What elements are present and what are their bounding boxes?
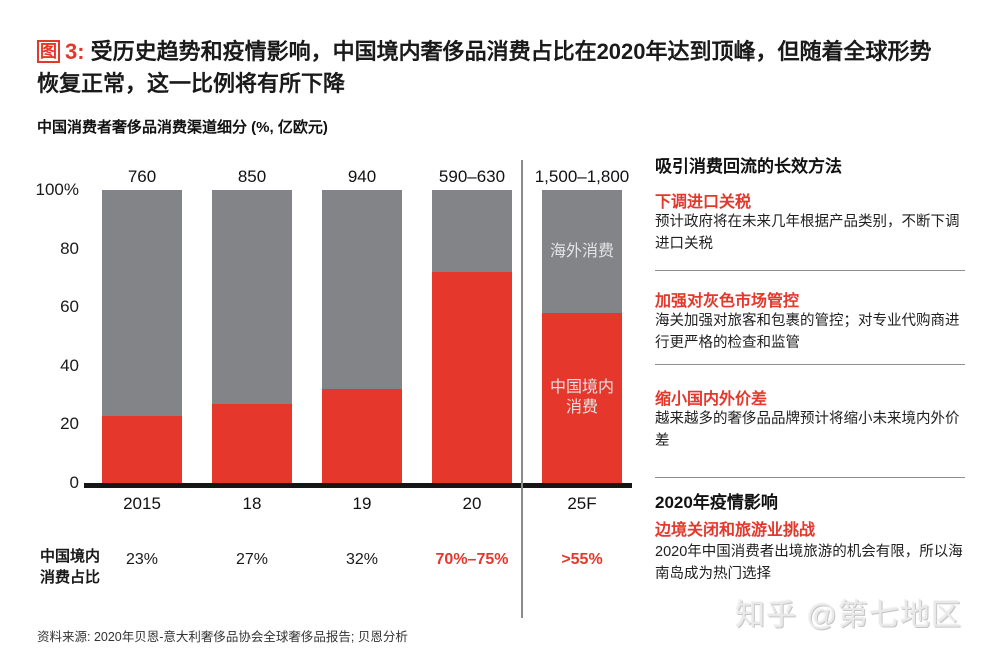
bar-segment-domestic bbox=[432, 272, 512, 483]
x-axis-label: 18 bbox=[242, 494, 262, 513]
bar-segment-overseas: 海外消费 bbox=[542, 190, 622, 314]
panel-divider-1 bbox=[655, 270, 965, 271]
bar-segment-domestic bbox=[322, 389, 402, 483]
bar-total-label: 590–630 bbox=[438, 167, 506, 186]
y-axis-tick: 60 bbox=[60, 297, 79, 317]
figure-title-text: 受历史趋势和疫情影响，中国境内奢侈品消费占比在2020年达到顶峰，但随着全球形势… bbox=[37, 39, 932, 96]
panel-divider-3 bbox=[655, 477, 965, 478]
figure-title: 图 3: 受历史趋势和疫情影响，中国境内奢侈品消费占比在2020年达到顶峰，但随着全… bbox=[37, 36, 953, 100]
bar-segment-overseas bbox=[212, 190, 292, 404]
x-axis-label: 20 bbox=[462, 494, 482, 513]
figure-number: 3: bbox=[65, 39, 85, 64]
y-axis-tick: 100% bbox=[35, 180, 79, 199]
x-axis-label: 25F bbox=[567, 494, 597, 513]
stacked-bar-2015: 760 2015 23% bbox=[102, 167, 182, 568]
watermark: 知乎 @第七地区 bbox=[735, 599, 962, 632]
panel-divider-2 bbox=[655, 364, 965, 365]
domestic-share-value: 70%–75% bbox=[435, 551, 509, 568]
bar-total-label: 1,500–1,800 bbox=[534, 167, 630, 186]
x-axis-label: 19 bbox=[352, 494, 372, 513]
stacked-bar-20: 590–630 20 70%–75% bbox=[432, 167, 512, 568]
bar-segment-domestic: 中国境内消费 bbox=[542, 313, 622, 483]
bar-segment-domestic bbox=[102, 415, 182, 483]
forecast-divider-line bbox=[521, 160, 523, 618]
bar-total-label: 940 bbox=[347, 167, 377, 186]
overseas-segment-label: 海外消费 bbox=[549, 242, 614, 260]
section-body-border: 2020年中国消费者出境旅游的机会有限，所以海南岛成为热门选择 bbox=[655, 544, 963, 582]
bar-segment-domestic bbox=[212, 403, 292, 483]
stacked-bar-25F: 1,500–1,800 海外消费中国境内消费 25F >55% bbox=[535, 167, 630, 568]
bar-segment-overseas bbox=[322, 190, 402, 390]
y-axis-tick: 20 bbox=[60, 414, 79, 434]
panel-heading-covid: 2020年疫情影响 bbox=[655, 493, 778, 512]
section-title-border: 边境关闭和旅游业挑战 bbox=[655, 522, 816, 539]
y-axis-tick: 80 bbox=[60, 238, 79, 258]
chart-subtitle: 中国消费者奢侈品消费渠道细分 (%, 亿欧元) bbox=[37, 119, 328, 136]
section-body-grey-market: 海关加强对旅客和包裹的管控；对专业代购商进行更严格的检查和监管 bbox=[655, 313, 960, 351]
source-note: 资料来源: 2020年贝恩-意大利奢侈品协会全球奢侈品报告; 贝恩分析 bbox=[37, 630, 408, 644]
bar-total-label: 760 bbox=[127, 167, 157, 186]
panel-heading-long-term: 吸引消费回流的长效方法 bbox=[655, 157, 842, 176]
domestic-segment-label: 中国境内消费 bbox=[549, 379, 614, 417]
bar-segment-overseas bbox=[432, 190, 512, 273]
y-axis-tick: 40 bbox=[60, 355, 79, 375]
x-axis-label: 2015 bbox=[123, 494, 161, 513]
section-title-price-gap: 缩小国内外价差 bbox=[655, 391, 768, 408]
plot-area: 100% 80 60 40 20 0 760 2015 23% 850 18 27% 940 19 32% 5… bbox=[36, 167, 633, 568]
stacked-bar-18: 850 18 27% bbox=[212, 167, 292, 568]
domestic-share-value: 27% bbox=[235, 551, 269, 568]
section-body-price-gap: 越来越多的奢侈品品牌预计将缩小未来境内外价差 bbox=[655, 411, 960, 449]
section-body-tariff: 预计政府将在未来几年根据产品类别，不断下调进口关税 bbox=[655, 214, 960, 252]
y-axis-tick: 0 bbox=[69, 473, 79, 492]
domestic-share-row-label: 中国境内消费占比 bbox=[40, 548, 101, 586]
bar-total-label: 850 bbox=[237, 167, 267, 186]
domestic-share-value: 32% bbox=[345, 551, 379, 568]
section-title-tariff: 下调进口关税 bbox=[655, 194, 752, 211]
stacked-bar-19: 940 19 32% bbox=[322, 167, 402, 568]
domestic-share-value: 23% bbox=[125, 551, 159, 568]
figure-badge: 图 bbox=[37, 40, 60, 63]
bar-segment-overseas bbox=[102, 190, 182, 416]
section-title-grey-market: 加强对灰色市场管控 bbox=[655, 293, 800, 310]
domestic-share-value: >55% bbox=[561, 551, 603, 568]
